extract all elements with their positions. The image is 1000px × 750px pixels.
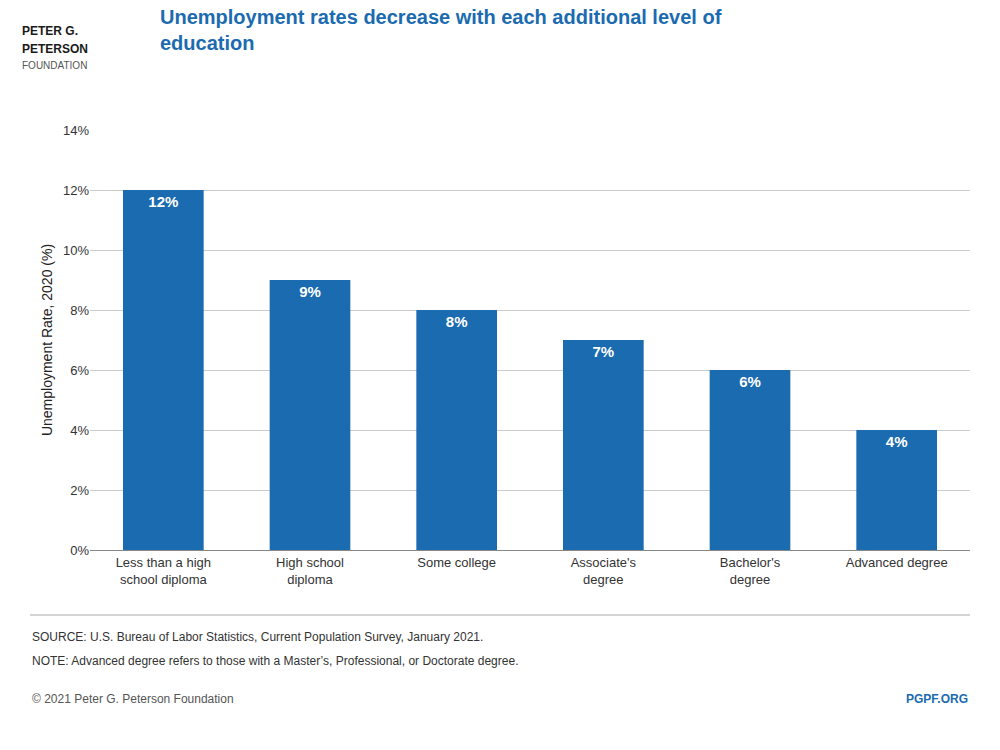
svg-text:4%: 4%	[70, 423, 89, 438]
svg-text:9%: 9%	[299, 283, 321, 300]
svg-text:Less than a highschool diploma: Less than a highschool diploma	[116, 555, 211, 587]
svg-text:2%: 2%	[70, 483, 89, 498]
svg-text:12%: 12%	[148, 193, 178, 210]
svg-text:Advanced degree: Advanced degree	[846, 555, 948, 570]
svg-text:Unemployment rates decrease wi: Unemployment rates decrease with each ad…	[160, 6, 722, 54]
svg-text:© 2021 Peter G. Peterson Found: © 2021 Peter G. Peterson Foundation	[32, 692, 234, 706]
svg-text:7%: 7%	[592, 343, 614, 360]
svg-text:8%: 8%	[70, 303, 89, 318]
svg-text:PETERSON: PETERSON	[22, 42, 88, 56]
svg-text:SOURCE: U.S. Bureau of Labor S: SOURCE: U.S. Bureau of Labor Statistics,…	[32, 630, 483, 644]
svg-text:Associate'sdegree: Associate'sdegree	[571, 555, 637, 587]
svg-text:Unemployment Rate, 2020 (%): Unemployment Rate, 2020 (%)	[39, 244, 55, 436]
svg-text:8%: 8%	[446, 313, 468, 330]
svg-text:Some college: Some college	[417, 555, 496, 570]
svg-text:High schooldiploma: High schooldiploma	[276, 555, 344, 587]
svg-text:FOUNDATION: FOUNDATION	[22, 60, 87, 71]
svg-text:6%: 6%	[70, 363, 89, 378]
svg-text:PGPF.ORG: PGPF.ORG	[906, 692, 968, 706]
svg-text:14%: 14%	[63, 123, 89, 138]
svg-text:4%: 4%	[886, 433, 908, 450]
svg-text:NOTE: Advanced degree refers t: NOTE: Advanced degree refers to those wi…	[32, 654, 518, 668]
svg-text:Bachelor'sdegree: Bachelor'sdegree	[720, 555, 781, 587]
svg-text:12%: 12%	[63, 183, 89, 198]
svg-text:6%: 6%	[739, 373, 761, 390]
svg-text:10%: 10%	[63, 243, 89, 258]
svg-text:PETER G.: PETER G.	[22, 24, 78, 38]
svg-text:0%: 0%	[70, 543, 89, 558]
